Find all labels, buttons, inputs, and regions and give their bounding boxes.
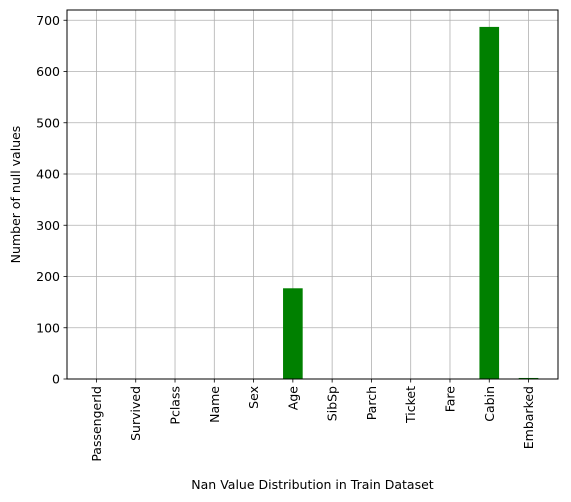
x-tick-label: Parch xyxy=(364,386,379,420)
x-tick-label: Name xyxy=(207,386,222,423)
x-tick-label: Age xyxy=(285,386,300,410)
y-tick-label: 600 xyxy=(36,64,60,79)
x-axis-ticks: PassengerId Survived Pclass Name Sex Age SibSp… xyxy=(89,379,536,462)
bars xyxy=(283,26,539,379)
x-tick-label: Embarked xyxy=(521,386,536,449)
plot-frame xyxy=(66,9,559,380)
y-tick-label: 300 xyxy=(36,218,60,233)
x-tick-label: Ticket xyxy=(403,386,418,424)
x-tick-label: Pclass xyxy=(168,386,183,425)
y-axis-ticks: 0 100 200 300 400 500 600 700 xyxy=(36,13,67,387)
bar-cabin xyxy=(479,26,500,379)
y-tick-label: 500 xyxy=(36,115,60,130)
bar-age xyxy=(283,288,303,379)
x-tick-label: Survived xyxy=(128,386,143,441)
x-axis-label: Nan Value Distribution in Train Dataset xyxy=(191,477,433,492)
x-tick-label: SibSp xyxy=(325,386,340,421)
x-tick-label: Cabin xyxy=(482,386,497,422)
x-tick-label: Sex xyxy=(246,386,261,409)
y-tick-label: 200 xyxy=(36,269,60,284)
axes xyxy=(66,9,559,380)
y-tick-label: 100 xyxy=(36,320,60,335)
y-tick-label: 0 xyxy=(52,372,60,387)
x-tick-label: PassengerId xyxy=(89,386,104,462)
y-axis-label: Number of null values xyxy=(8,126,23,264)
x-tick-label: Fare xyxy=(442,386,457,413)
bar-embarked xyxy=(518,377,539,379)
y-tick-label: 400 xyxy=(36,167,60,182)
y-tick-label: 700 xyxy=(36,13,60,28)
